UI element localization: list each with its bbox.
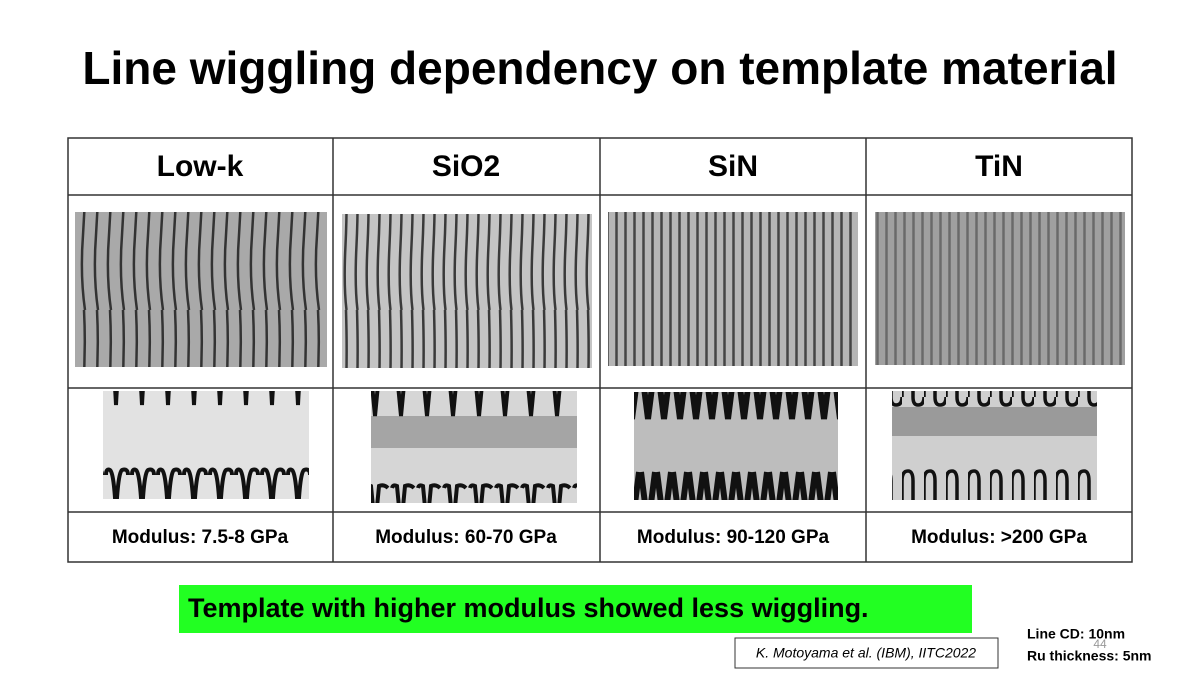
modulus-label: Modulus: 60-70 GPa <box>375 527 557 548</box>
tem-image <box>634 392 838 500</box>
tem-image <box>103 391 309 499</box>
tem-image <box>371 391 577 503</box>
column-header: SiN <box>708 150 758 183</box>
column-header: Low-k <box>157 150 244 183</box>
slide-title: Line wiggling dependency on template mat… <box>82 42 1117 94</box>
citation-box <box>734 637 999 669</box>
sem-image <box>75 212 327 367</box>
modulus-label: Modulus: 90-120 GPa <box>637 527 830 548</box>
table <box>67 137 1133 563</box>
sem-image <box>608 212 858 366</box>
note: Line CD: 10nm <box>1027 626 1125 642</box>
citation: K. Motoyama et al. (IBM), IITC2022 <box>756 645 976 661</box>
sem-image <box>875 212 1125 365</box>
conclusion-banner <box>179 585 972 633</box>
sem-image <box>342 214 592 368</box>
column-header: TiN <box>975 150 1023 183</box>
conclusion: Template with higher modulus showed less… <box>188 593 869 623</box>
note: Ru thickness: 5nm <box>1027 648 1151 664</box>
page-number: 44 <box>1093 637 1107 651</box>
modulus-label: Modulus: 7.5-8 GPa <box>112 527 289 548</box>
tem-image <box>892 391 1097 500</box>
modulus-label: Modulus: >200 GPa <box>911 527 1087 548</box>
column-header: SiO2 <box>432 150 500 183</box>
